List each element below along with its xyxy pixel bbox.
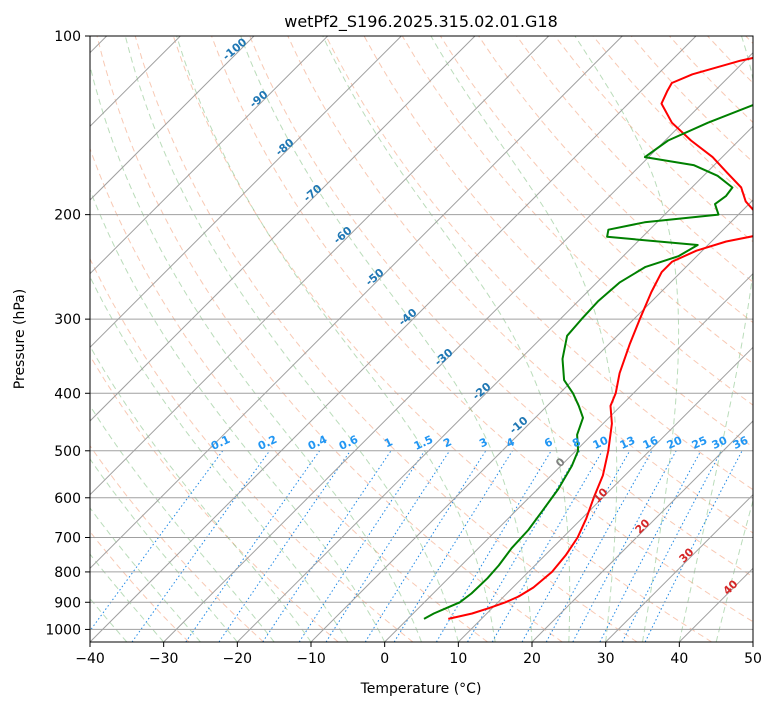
dry-adiabat — [516, 36, 753, 283]
isotherm — [531, 420, 753, 642]
x-tick-label: −40 — [75, 651, 105, 667]
isotherm — [90, 36, 697, 642]
mixing-ratio-label: 16 — [641, 434, 661, 452]
y-tick-label: 700 — [54, 531, 81, 547]
moist-adiabat — [90, 553, 165, 642]
mixing-ratio-line — [521, 450, 631, 642]
mixing-ratio-line — [90, 450, 224, 632]
dry-adiabat — [90, 354, 339, 642]
x-tick-label: 20 — [523, 651, 541, 667]
isotherm — [90, 36, 476, 422]
mixing-ratio-label: 13 — [618, 434, 637, 452]
moist-adiabat — [90, 275, 349, 642]
moist-adiabat — [678, 36, 753, 642]
moist-adiabat — [90, 188, 386, 642]
mixing-ratio-line — [262, 450, 392, 642]
y-tick-label: 600 — [54, 491, 81, 507]
isotherm — [90, 36, 329, 275]
mixing-ratio-line — [218, 450, 351, 642]
mixing-ratio-line — [644, 450, 743, 642]
y-axis: 1000 900 800 700 600 500 400 300 200 100 — [45, 29, 90, 638]
dry-adiabat — [287, 36, 753, 534]
y-axis-label: Pressure (hPa) — [12, 289, 28, 389]
dry-adiabat — [134, 36, 638, 642]
dry-adiabat — [172, 36, 712, 642]
mixing-ratio-line — [364, 450, 487, 642]
isotherm — [163, 51, 753, 642]
dry-adiabat — [249, 36, 753, 578]
x-tick-label: 50 — [744, 651, 762, 667]
x-axis-label: Temperature (°C) — [360, 681, 482, 697]
isotherm — [90, 36, 623, 570]
moist-adiabat — [176, 36, 496, 642]
isotherm — [90, 36, 402, 349]
chart-title: wetPf2_S196.2025.315.02.01.G18 — [284, 12, 558, 32]
isotherm — [384, 272, 753, 642]
x-tick-label: −20 — [223, 651, 253, 667]
mixing-ratio-line — [572, 450, 677, 642]
mixing-ratio-line — [185, 450, 321, 642]
y-tick-label: 1000 — [45, 622, 81, 638]
moist-adiabat — [430, 36, 618, 642]
mixing-ratio-label: 25 — [690, 434, 709, 452]
mixing-ratio-line — [298, 450, 426, 642]
y-tick-label: 500 — [54, 444, 81, 460]
mixing-ratio-line — [131, 450, 271, 642]
x-tick-label: 30 — [597, 651, 615, 667]
x-tick-label: −30 — [149, 651, 179, 667]
mixing-ratio-line — [599, 450, 702, 642]
isotherm — [457, 346, 753, 642]
moist-adiabat — [90, 404, 275, 642]
moist-adiabat — [90, 597, 128, 642]
mixing-ratio-label: 30 — [710, 434, 730, 452]
mixing-ratio-label: 10 — [591, 434, 611, 452]
isotherm — [310, 199, 753, 642]
x-tick-label: 40 — [670, 651, 688, 667]
y-tick-label: 800 — [54, 565, 81, 581]
moist-adiabat — [322, 36, 571, 642]
temperature-line — [448, 56, 753, 620]
moist-adiabat — [90, 63, 422, 642]
moist-adiabat — [715, 498, 753, 642]
grid-lines — [90, 36, 753, 642]
x-tick-label: 10 — [449, 651, 467, 667]
mixing-ratio-line — [545, 450, 653, 642]
moist-adiabat — [240, 36, 533, 642]
y-tick-label: 200 — [54, 208, 81, 224]
moist-adiabat — [90, 458, 238, 642]
mixing-ratio-line — [325, 450, 451, 642]
mixing-ratio-line — [435, 450, 552, 642]
guide-lines — [90, 36, 753, 642]
y-tick-label: 300 — [54, 312, 81, 328]
isotherm — [90, 36, 255, 201]
dry-adiabat — [90, 444, 264, 642]
mixing-ratio-label: 20 — [665, 434, 685, 452]
moist-adiabat — [574, 36, 680, 642]
dry-adiabat — [325, 36, 753, 491]
y-tick-label: 400 — [54, 386, 81, 402]
y-tick-label: 100 — [54, 29, 81, 45]
isotherm — [605, 493, 753, 642]
profile-lines — [423, 56, 753, 620]
x-axis: −40 −30 −20 −10 0 10 20 30 40 50 — [75, 642, 762, 667]
isotherm — [236, 125, 753, 642]
dry-adiabat — [96, 36, 563, 642]
x-tick-label: 0 — [380, 651, 389, 667]
mixing-ratio-label: 36 — [731, 434, 751, 452]
isotherm — [90, 36, 550, 496]
plot-frame — [89, 35, 754, 643]
dewpoint-line — [423, 103, 753, 620]
moist-adiabat — [124, 36, 459, 642]
moist-adiabat — [90, 507, 201, 642]
dry-adiabat — [90, 257, 414, 642]
y-tick-label: 900 — [54, 595, 81, 611]
x-tick-label: −10 — [296, 651, 326, 667]
